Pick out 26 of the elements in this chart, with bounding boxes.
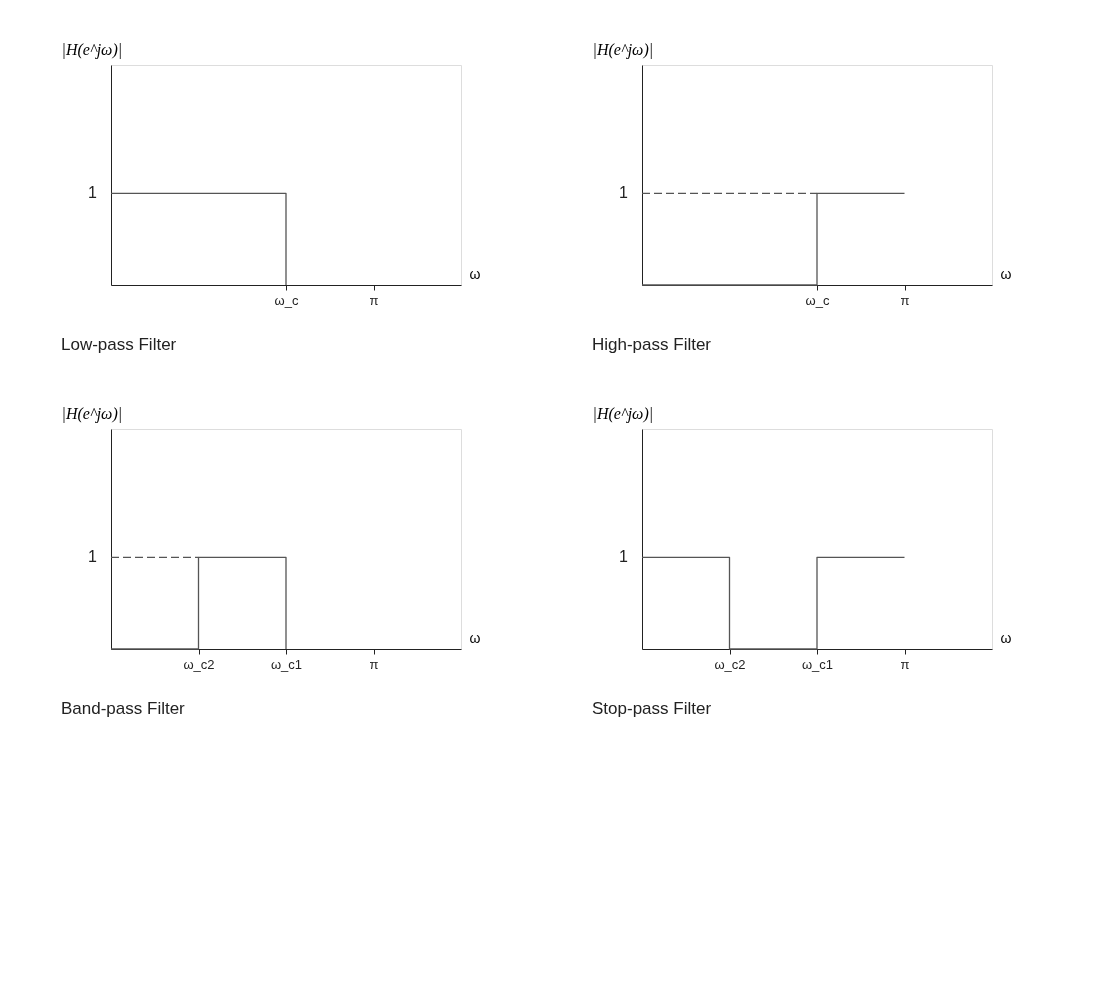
- text: 1: [619, 548, 629, 566]
- y-axis-title: |H(e^jω)|: [592, 404, 654, 423]
- x-tick-label: π: [900, 292, 910, 308]
- text: 1: [88, 548, 98, 566]
- x-tick-label: ω_c1: [270, 656, 303, 672]
- x-axis-title: ω: [1000, 265, 1012, 282]
- x-axis-title: ω: [1000, 629, 1012, 646]
- x-tick-label: ω_c: [274, 292, 299, 308]
- text: High-pass Filter: [592, 335, 712, 354]
- y-axis-title: |H(e^jω)|: [61, 404, 123, 423]
- y-axis-title: |H(e^jω)|: [61, 40, 123, 59]
- text: Stop-pass Filter: [592, 699, 712, 718]
- x-tick-label: π: [369, 656, 379, 672]
- x-tick-label: π: [369, 292, 379, 308]
- x-tick-label: ω_c: [805, 292, 830, 308]
- x-axis-title: ω: [469, 629, 481, 646]
- x-axis-title: ω: [469, 265, 481, 282]
- x-tick-label: ω_c2: [714, 656, 746, 672]
- x-tick-label: ω_c1: [801, 656, 834, 672]
- x-tick-label: ω_c2: [183, 656, 215, 672]
- y-axis-title: |H(e^jω)|: [592, 40, 654, 59]
- x-tick-label: π: [900, 656, 910, 672]
- text: Band-pass Filter: [61, 699, 186, 718]
- text: 1: [619, 184, 629, 202]
- text: 1: [88, 184, 98, 202]
- text: Low-pass Filter: [61, 335, 177, 354]
